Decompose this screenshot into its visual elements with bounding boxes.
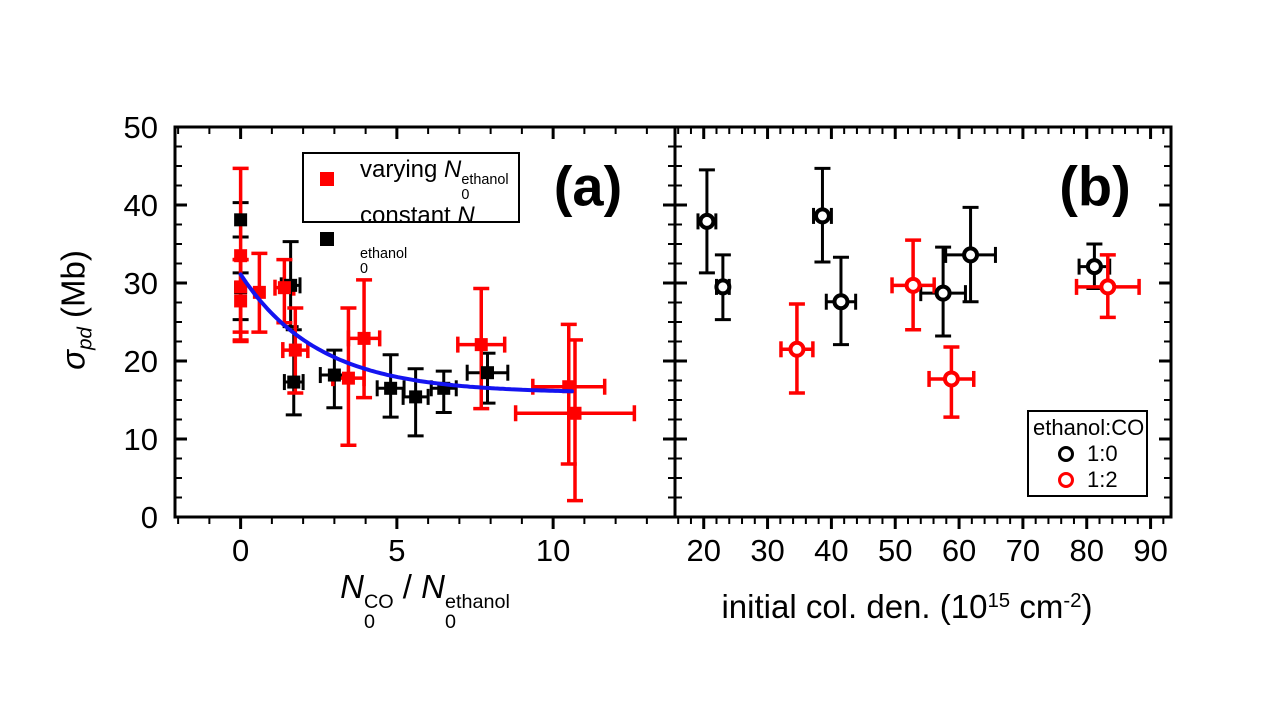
data-point-circle xyxy=(1099,278,1117,296)
x-tick-label: 50 xyxy=(878,533,912,568)
panel-label-a: (a) xyxy=(553,154,623,218)
legend-marker-varying-square xyxy=(320,172,334,187)
y-tick-label: 40 xyxy=(124,188,158,223)
error-bars-ratio-1-0 xyxy=(696,166,1112,347)
x-axis-label-panel-b: initial col. den. (1015 cm-2) xyxy=(721,588,1093,625)
y-tick-label: 10 xyxy=(124,422,158,457)
legend-item-ratio-1-0: 1:0 xyxy=(1033,441,1142,467)
x-tick-label: 60 xyxy=(942,533,976,568)
data-point-square xyxy=(568,406,582,420)
data-point-square xyxy=(234,249,248,263)
legend-marker-constant-square xyxy=(320,232,334,247)
y-axis-label: σpd (Mb) xyxy=(54,250,97,370)
data-point-circle xyxy=(714,278,732,296)
y-tick-label: 0 xyxy=(141,500,158,535)
legend-panel-b: ethanol:CO 1:0 1:2 xyxy=(1027,410,1148,497)
data-point-square xyxy=(234,280,248,294)
series-constant-ethanol xyxy=(234,213,494,404)
data-point-square xyxy=(288,343,302,357)
data-point-square xyxy=(474,338,488,352)
x-tick-label: 90 xyxy=(1133,533,1167,568)
axes: 0 10 20 30 40 50 0 5 10 20 30 40 50 60 70 80 90 xyxy=(124,110,1173,568)
legend-b-title: ethanol:CO xyxy=(1033,415,1145,440)
x-tick-label: 20 xyxy=(686,533,720,568)
data-point-square xyxy=(277,281,291,295)
y-tick-label: 30 xyxy=(124,266,158,301)
x-tick-label: 80 xyxy=(1069,533,1103,568)
x-tick-label: 30 xyxy=(750,533,784,568)
data-point-square xyxy=(327,368,341,382)
data-point-square xyxy=(481,366,494,380)
data-point-circle xyxy=(698,212,716,230)
data-point-circle xyxy=(934,284,952,302)
data-point-square xyxy=(287,375,301,389)
data-point-circle xyxy=(788,340,806,358)
legend-label-1-2: 1:2 xyxy=(1087,467,1118,492)
data-point-circle xyxy=(813,207,831,225)
fit-curve xyxy=(238,272,574,394)
data-point-square xyxy=(234,294,248,308)
x-tick-label: 70 xyxy=(1006,533,1040,568)
data-point-circle xyxy=(1085,258,1103,276)
data-point-square xyxy=(234,213,248,227)
x-tick-label: 10 xyxy=(536,533,570,568)
data-point-square xyxy=(341,371,355,385)
x-tick-label: 40 xyxy=(814,533,848,568)
legend-item-ratio-1-2: 1:2 xyxy=(1033,467,1142,493)
legend-marker-1-2-circle xyxy=(1058,472,1074,488)
x-tick-label: 0 xyxy=(232,533,249,568)
data-point-square xyxy=(384,381,398,395)
data-point-circle xyxy=(942,370,960,388)
series-ratio-1-2 xyxy=(788,276,1117,388)
legend-marker-1-0-circle xyxy=(1058,446,1074,462)
legend-label-1-0: 1:0 xyxy=(1087,441,1118,466)
x-tick-label: 5 xyxy=(388,533,405,568)
data-point-circle xyxy=(962,246,980,264)
y-tick-label: 50 xyxy=(124,110,158,145)
data-point-square xyxy=(409,390,423,404)
panel-b-markers xyxy=(698,207,1117,388)
data-point-circle xyxy=(904,276,922,294)
y-tick-label: 20 xyxy=(124,344,158,379)
data-point-square xyxy=(357,331,371,345)
data-point-circle xyxy=(832,293,850,311)
series-ratio-1-0 xyxy=(698,207,1103,311)
panel-label-b: (b) xyxy=(1059,154,1131,218)
